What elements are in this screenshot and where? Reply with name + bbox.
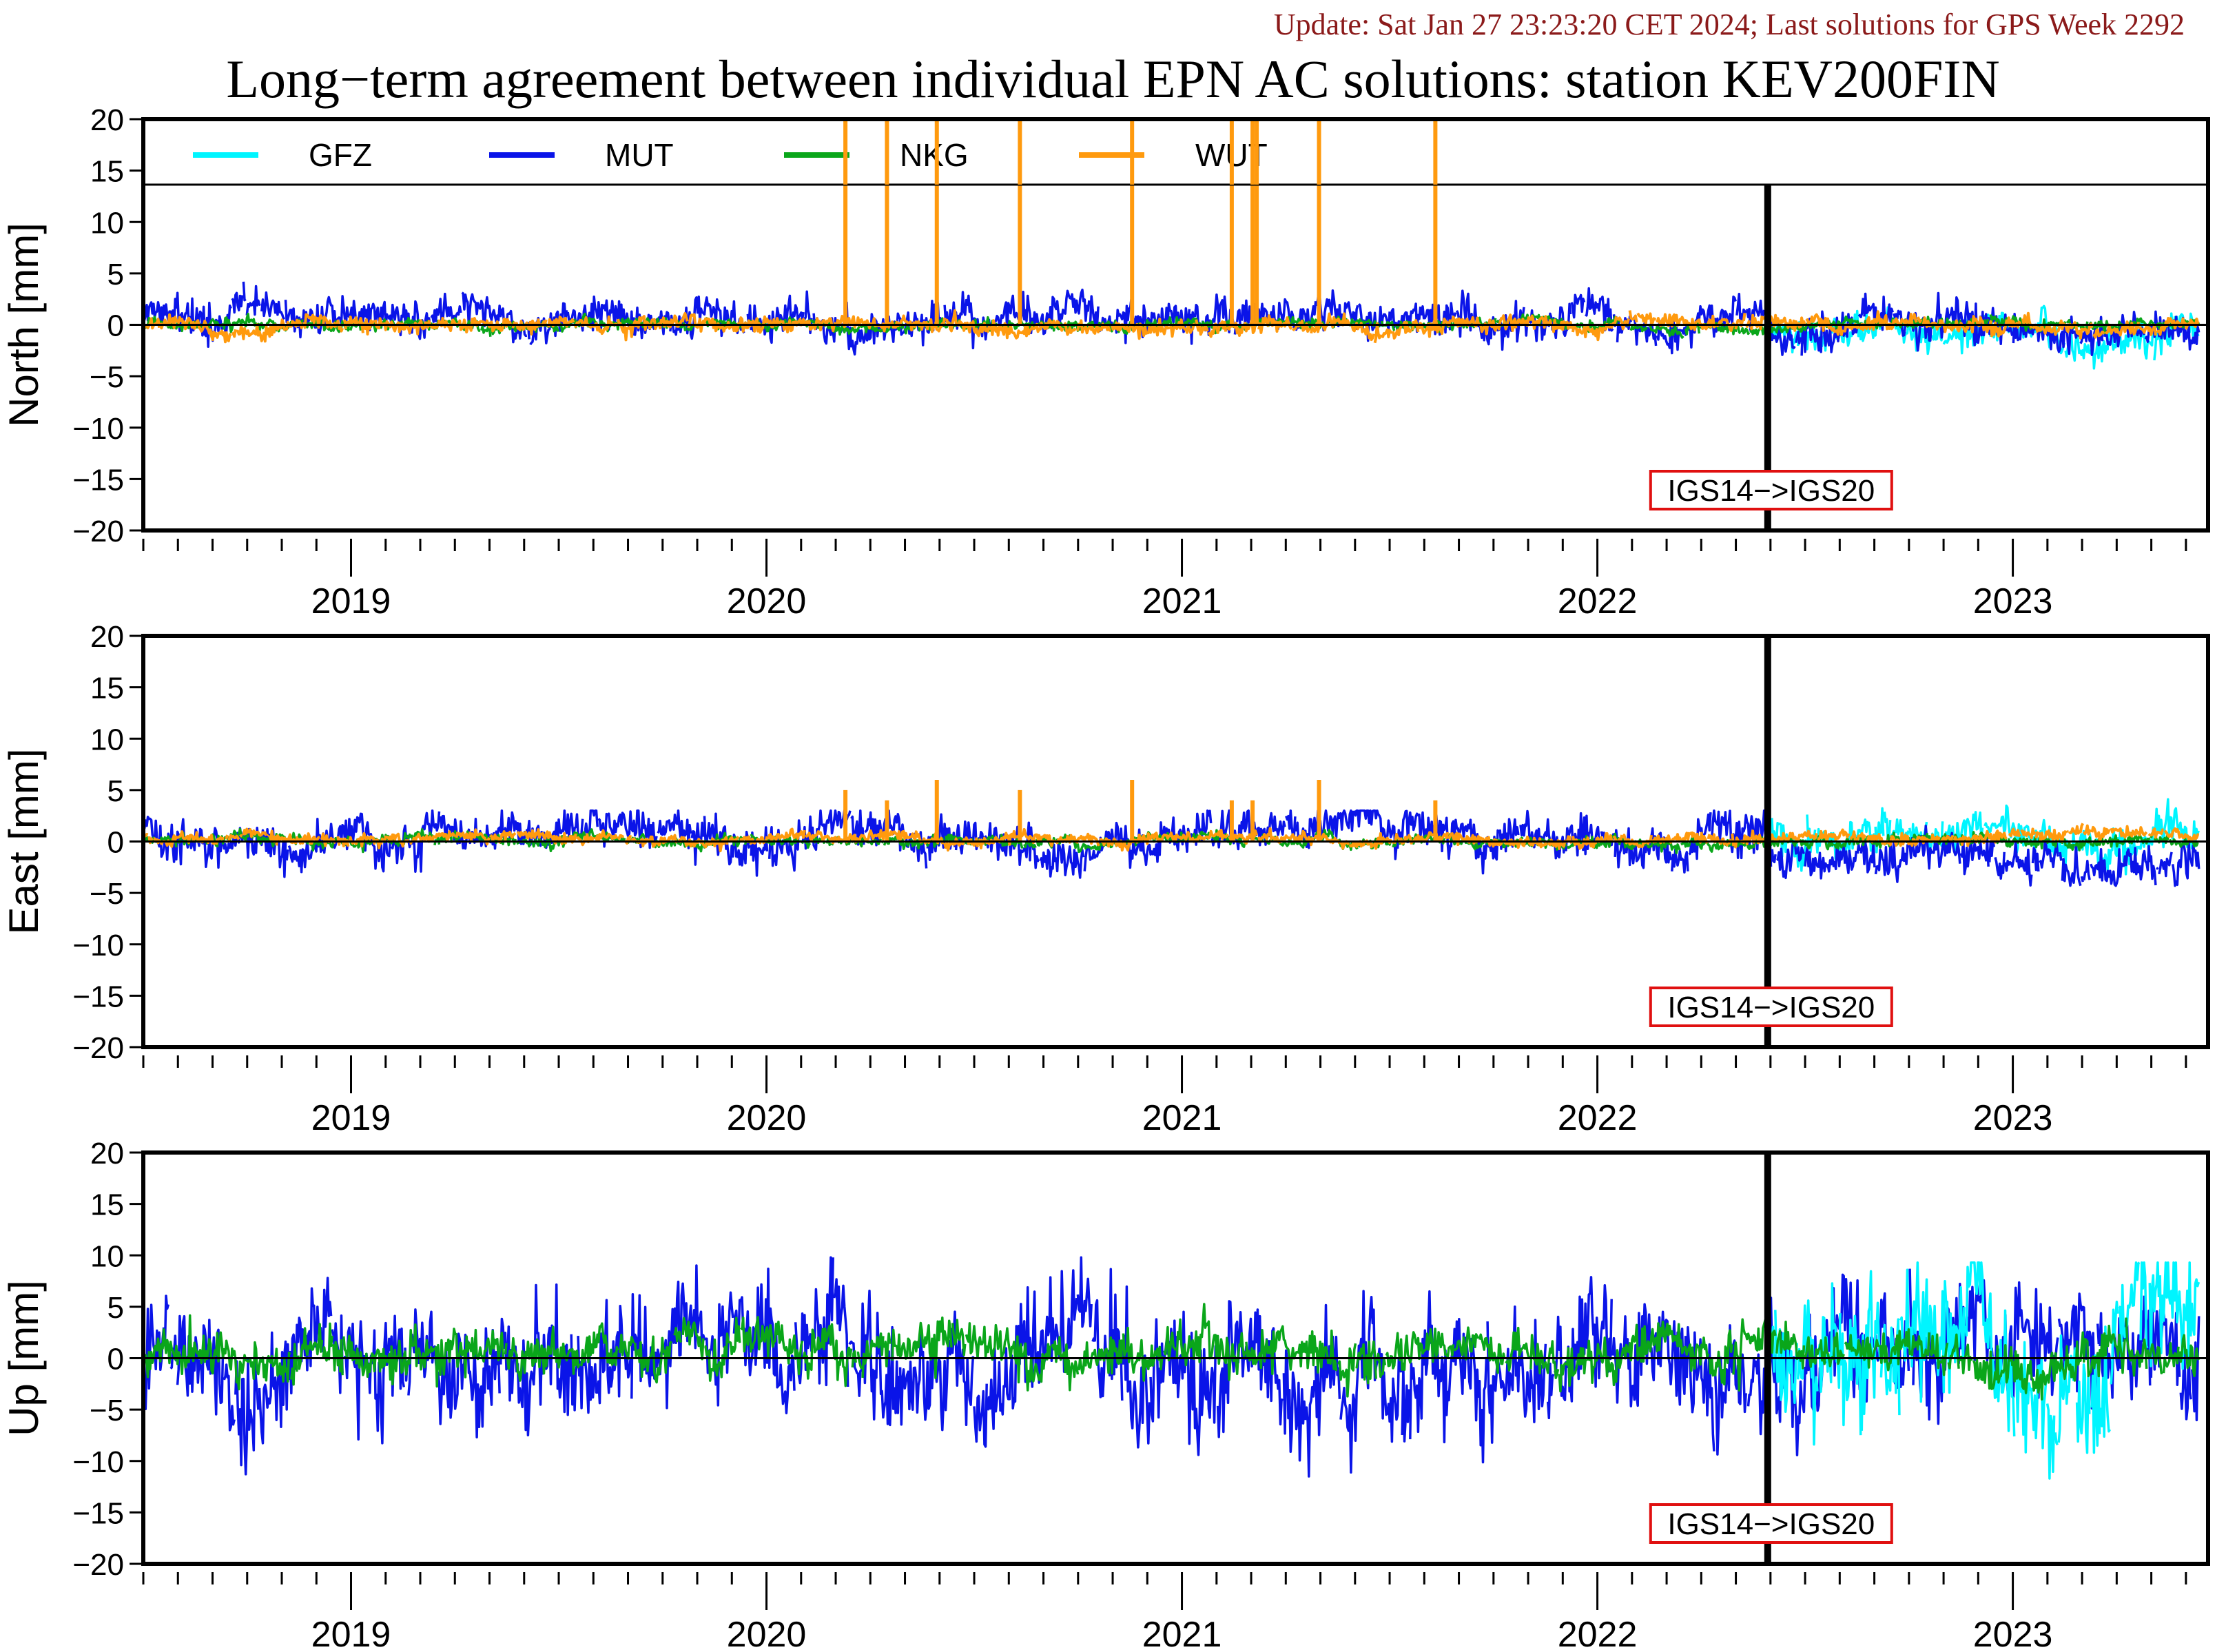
y-tick-label: 10 bbox=[90, 206, 124, 240]
y-tick-label: −10 bbox=[72, 929, 124, 962]
series-group bbox=[143, 1256, 2201, 1480]
y-tick-label: 5 bbox=[107, 258, 124, 291]
y-tick-label: 15 bbox=[90, 155, 124, 189]
y-tick-label: −5 bbox=[90, 1394, 124, 1427]
y-tick-label: 10 bbox=[90, 1239, 124, 1273]
y-tick-label: 10 bbox=[90, 723, 124, 756]
x-tick-label: 2022 bbox=[1558, 1098, 1638, 1138]
x-tick-label: 2022 bbox=[1558, 1615, 1638, 1652]
panel-up: IGS14−>IGS20 20 15 10 5 0 −5 −10 −15 −20 Up [mm] 20… bbox=[1, 1137, 2210, 1652]
y-tick-label: −20 bbox=[72, 1548, 124, 1582]
y-tick-label: 20 bbox=[90, 103, 124, 137]
y-tick-label: 15 bbox=[90, 672, 124, 705]
y-axis-label: East [mm] bbox=[1, 748, 47, 934]
y-tick-label: 15 bbox=[90, 1188, 124, 1222]
y-axis-label: Up [mm] bbox=[1, 1280, 47, 1436]
x-tick-label: 2021 bbox=[1142, 1098, 1222, 1138]
x-tick-label: 2020 bbox=[727, 1615, 807, 1652]
y-tick-label: 0 bbox=[107, 1343, 124, 1376]
x-tick-label: 2021 bbox=[1142, 581, 1222, 621]
panels-layer: GFZMUTNKGWUTIGS14−>IGS2020151050−5−10−15… bbox=[1, 103, 2210, 1652]
y-tick-label: 0 bbox=[107, 826, 124, 860]
y-tick-label: −15 bbox=[72, 980, 124, 1013]
legend-label-nkg: NKG bbox=[900, 137, 969, 173]
update-timestamp: Update: Sat Jan 27 23:23:20 CET 2024; La… bbox=[1273, 8, 2185, 41]
y-tick-label: −20 bbox=[72, 515, 124, 548]
y-tick-label: 5 bbox=[107, 774, 124, 808]
x-tick-label: 2021 bbox=[1142, 1615, 1222, 1652]
y-tick-label: −10 bbox=[72, 1445, 124, 1479]
y-tick-label: −15 bbox=[72, 1496, 124, 1530]
y-tick-label: 20 bbox=[90, 1137, 124, 1170]
y-tick-label: 5 bbox=[107, 1291, 124, 1325]
y-tick-label: 0 bbox=[107, 309, 124, 343]
y-tick-label: −15 bbox=[72, 463, 124, 497]
x-tick-label: 2023 bbox=[1973, 1098, 2053, 1138]
annotation-label: IGS14−>IGS20 bbox=[1667, 474, 1875, 508]
y-tick-label: −5 bbox=[90, 360, 124, 394]
x-tick-label: 2022 bbox=[1558, 581, 1638, 621]
annotation-box bbox=[1649, 1503, 1893, 1544]
series-line-mut bbox=[143, 809, 2201, 887]
y-tick-label: −5 bbox=[90, 877, 124, 911]
chart-title: Long−term agreement between individual E… bbox=[226, 49, 2000, 109]
series-line-nkg bbox=[143, 1303, 2201, 1401]
x-tick-label: 2023 bbox=[1973, 581, 2053, 621]
x-tick-label: 2020 bbox=[727, 1098, 807, 1138]
series-line-wut bbox=[143, 823, 2200, 853]
panel-north: GFZMUTNKGWUTIGS14−>IGS2020151050−5−10−15… bbox=[1, 103, 2210, 621]
series-group bbox=[143, 779, 2201, 887]
annotation-label: IGS14−>IGS20 bbox=[1667, 991, 1875, 1024]
x-tick-label: 2019 bbox=[311, 1098, 391, 1138]
legend-label-gfz: GFZ bbox=[309, 137, 372, 173]
panel-east: IGS14−>IGS20 20 15 10 5 0 −5 −10 −15 −20 East [mm]… bbox=[1, 620, 2210, 1138]
annotation-label: IGS14−>IGS20 bbox=[1667, 1507, 1875, 1541]
x-tick-label: 2023 bbox=[1973, 1615, 2053, 1652]
x-tick-label: 2020 bbox=[727, 581, 807, 621]
y-tick-label: 20 bbox=[90, 620, 124, 654]
y-axis-label: North [mm] bbox=[1, 223, 47, 427]
annotation-box bbox=[1649, 987, 1893, 1027]
legend-label-mut: MUT bbox=[605, 137, 674, 173]
x-tick-label: 2019 bbox=[311, 1615, 391, 1652]
y-tick-label: −10 bbox=[72, 412, 124, 446]
annotation-box bbox=[1649, 470, 1893, 510]
x-tick-label: 2019 bbox=[311, 581, 391, 621]
y-tick-label: −20 bbox=[72, 1031, 124, 1065]
